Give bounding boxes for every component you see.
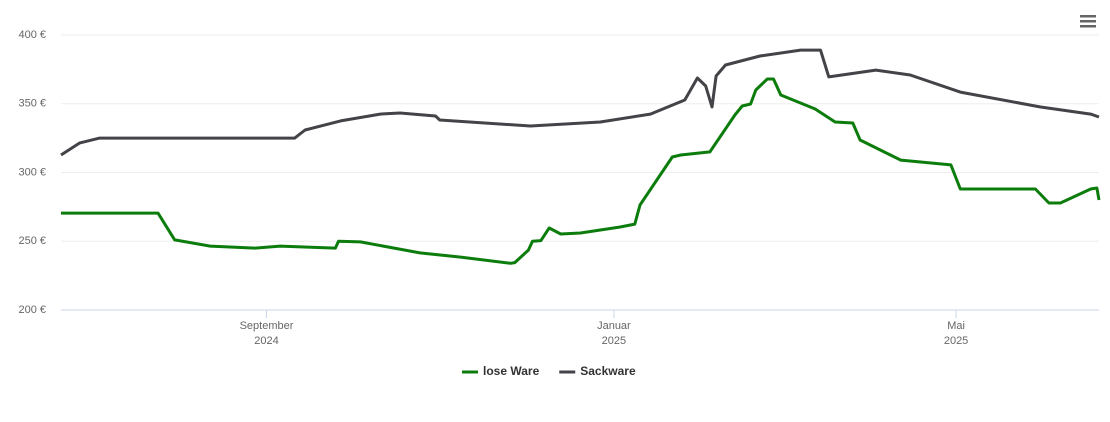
y-tick-label: 300 € [18,166,46,178]
line [61,77,1101,265]
y-tick-label: 400 € [18,29,46,41]
line [60,48,1100,157]
y-tick-label: 250 € [18,235,46,247]
menu-button[interactable] [1078,12,1098,32]
legend-label: Sackware [580,364,636,378]
x-tick-label: September 2024 [240,320,294,347]
legend-item[interactable]: Sackware [559,364,636,378]
y-tick-label: 200 € [18,304,46,316]
x-tick-label: Mai 2025 [944,320,968,347]
y-tick-label: 350 € [18,98,46,110]
legend-label: lose Ware [483,364,540,378]
legend-item[interactable]: lose Ware [462,364,540,378]
legend: lose Ware Sackware [462,364,636,378]
x-tick-label: Januar 2025 [597,320,631,347]
